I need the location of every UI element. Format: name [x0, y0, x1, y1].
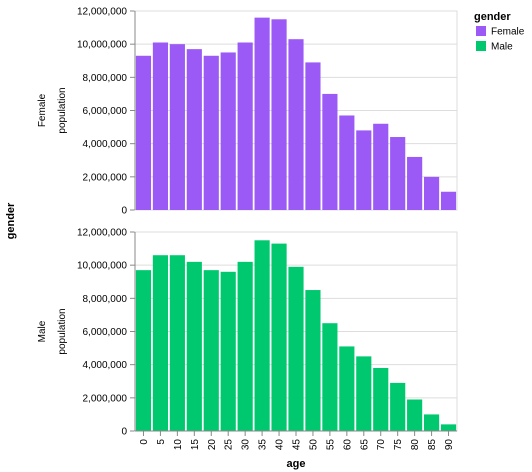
bar-female-50 [305, 62, 321, 211]
y-tick-label: 6,000,000 [83, 106, 128, 117]
x-tick-label: 90 [444, 439, 455, 451]
y-tick-label: 0 [121, 427, 127, 438]
legend-item-female: Female [476, 26, 525, 38]
bar-male-80 [407, 399, 423, 431]
bar-female-65 [356, 130, 372, 210]
y-tick-label: 2,000,000 [83, 393, 128, 404]
bar-female-85 [424, 176, 440, 210]
bar-female-30 [237, 42, 253, 211]
bar-female-60 [339, 115, 355, 210]
row-label-female: Female [37, 93, 48, 127]
legend-swatch [476, 41, 486, 51]
bar-female-90 [440, 191, 457, 210]
x-tick-label: 15 [190, 439, 201, 451]
bar-female-20 [203, 55, 219, 211]
legend-label: Male [491, 42, 513, 53]
bar-female-40 [271, 19, 287, 210]
x-tick-label: 35 [258, 439, 269, 451]
bar-male-0 [135, 270, 152, 431]
x-tick-label: 40 [275, 439, 286, 451]
y-tick-label: 4,000,000 [83, 139, 128, 150]
x-axis-title: age [287, 458, 306, 470]
bar-male-50 [305, 290, 321, 431]
bar-female-80 [407, 156, 423, 210]
bar-male-35 [254, 240, 270, 431]
x-tick-label: 55 [325, 439, 336, 451]
legend-swatch [476, 26, 486, 36]
y-tick-label: 8,000,000 [83, 73, 128, 84]
x-tick-label: 65 [359, 439, 370, 451]
legend-item-male: Male [476, 41, 513, 53]
legend-label: Female [491, 27, 525, 38]
bar-male-30 [237, 261, 253, 431]
y-tick-label: 2,000,000 [83, 172, 128, 183]
y-tick-label: 4,000,000 [83, 360, 128, 371]
x-tick-label: 0 [139, 439, 150, 445]
bar-male-20 [203, 270, 219, 431]
bar-male-25 [220, 271, 236, 431]
bar-male-15 [186, 261, 202, 431]
bar-female-35 [254, 17, 270, 211]
y-tick-label: 10,000,000 [77, 40, 127, 51]
x-tick-label: 25 [224, 439, 235, 451]
row-label-male: Male [37, 320, 48, 342]
x-tick-label: 30 [241, 439, 252, 451]
y-tick-label: 8,000,000 [83, 294, 128, 305]
x-tick-label: 80 [410, 439, 421, 451]
bar-female-0 [135, 55, 152, 211]
y-tick-label: 12,000,000 [77, 228, 127, 239]
bar-female-5 [152, 42, 168, 211]
legend-title: gender [474, 11, 511, 23]
bar-female-15 [186, 49, 202, 211]
bar-male-45 [288, 266, 304, 431]
bar-female-70 [373, 123, 389, 210]
x-tick-label: 5 [156, 439, 167, 445]
x-tick-label: 20 [207, 439, 218, 451]
bar-male-85 [424, 414, 440, 431]
bar-female-10 [169, 44, 185, 210]
legend: gender Female Male [474, 11, 525, 53]
bar-male-55 [322, 323, 338, 431]
y-tick-label: 10,000,000 [77, 261, 127, 272]
bar-male-90 [440, 424, 457, 431]
bar-male-40 [271, 243, 287, 431]
bar-female-45 [288, 39, 304, 210]
bar-male-5 [152, 255, 168, 431]
row-facet-title: gender [5, 202, 17, 239]
bar-male-60 [339, 346, 355, 431]
y-axis-title: population [57, 87, 68, 133]
panel-female: 0 2,000,000 4,000,000 6,000,000 8,000,000 10,… [37, 7, 458, 217]
y-axis-title: population [57, 308, 68, 354]
bar-male-70 [373, 367, 389, 431]
bar-male-10 [169, 255, 185, 431]
bar-male-75 [390, 382, 406, 431]
x-tick-label: 75 [393, 439, 404, 451]
x-tick-label: 60 [342, 439, 353, 451]
x-tick-label: 70 [376, 439, 387, 451]
x-tick-label: 85 [427, 439, 438, 451]
bar-female-75 [390, 137, 406, 210]
bar-female-25 [220, 52, 236, 211]
x-tick-label: 45 [292, 439, 303, 451]
y-tick-label: 6,000,000 [83, 327, 128, 338]
panel-male: 0 2,000,000 4,000,000 6,000,000 8,000,000 10,… [37, 228, 458, 451]
bar-male-65 [356, 356, 372, 431]
y-tick-label: 0 [121, 206, 127, 217]
y-tick-label: 12,000,000 [77, 7, 127, 18]
bar-female-55 [322, 93, 338, 210]
x-tick-label: 50 [308, 439, 319, 451]
x-tick-label: 10 [173, 439, 184, 451]
